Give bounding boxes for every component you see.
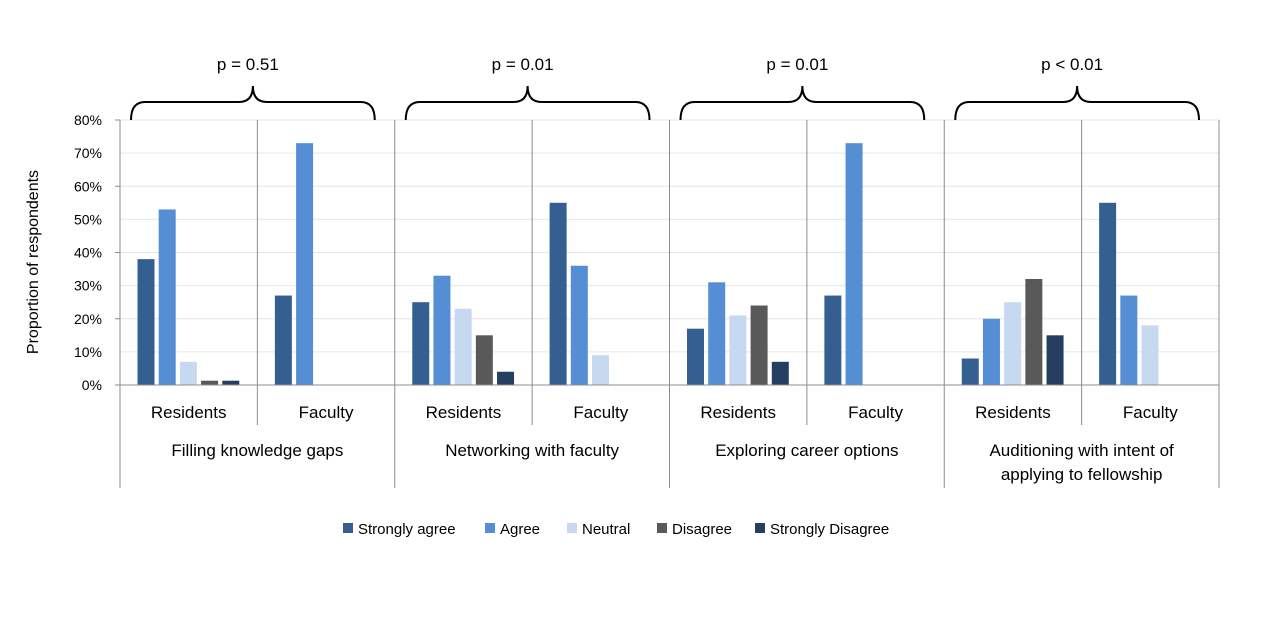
legend-swatch <box>485 523 495 533</box>
bar <box>824 295 842 385</box>
subgroup-label: Faculty <box>1123 403 1178 422</box>
bar <box>708 282 726 385</box>
subgroup-label: Faculty <box>299 403 354 422</box>
bar <box>845 143 863 385</box>
bar <box>475 335 493 385</box>
p-value-label: p = 0.51 <box>217 55 279 74</box>
y-tick-label: 60% <box>74 178 102 194</box>
y-tick-label: 50% <box>74 211 102 227</box>
bar <box>729 315 747 385</box>
axes <box>115 119 1220 488</box>
legend-label: Agree <box>500 521 540 538</box>
bar <box>179 361 197 385</box>
bar <box>1046 335 1064 385</box>
bar <box>296 143 314 385</box>
subgroup-label: Residents <box>151 403 227 422</box>
bar <box>687 328 704 385</box>
subgroup-label: Residents <box>975 403 1051 422</box>
bar <box>158 209 176 385</box>
y-tick-label: 10% <box>74 344 102 360</box>
legend-swatch <box>343 523 353 533</box>
legend-swatch <box>567 523 577 533</box>
bar <box>1004 302 1022 385</box>
y-tick-label: 0% <box>82 377 102 393</box>
significance-braces: p = 0.51 p = 0.01 p = 0.01 p < 0.01 <box>130 55 1200 121</box>
bar <box>274 295 292 385</box>
bar <box>961 358 979 385</box>
bar <box>549 202 567 385</box>
legend-label: Strongly Disagree <box>770 521 889 538</box>
subgroup-label: Residents <box>426 403 502 422</box>
bar <box>1099 202 1117 385</box>
y-tick-label: 70% <box>74 145 102 161</box>
p-value-label: p = 0.01 <box>492 55 554 74</box>
bar <box>771 361 789 385</box>
group-label: Filling knowledge gaps <box>171 441 343 460</box>
y-tick-label: 20% <box>74 311 102 327</box>
bar <box>592 355 610 385</box>
legend-swatch <box>755 523 765 533</box>
bar <box>1025 279 1043 385</box>
bar <box>570 265 588 385</box>
y-tick-label: 30% <box>74 278 102 294</box>
brace <box>130 85 376 121</box>
legend-label: Disagree <box>672 521 732 538</box>
bar <box>433 275 451 385</box>
group-label: Exploring career options <box>715 441 898 460</box>
brace <box>404 85 651 121</box>
subgroup-label: Faculty <box>848 403 903 422</box>
bar <box>137 259 155 385</box>
bar <box>750 305 768 385</box>
group-label: applying to fellowship <box>1001 465 1163 484</box>
brace <box>679 85 926 121</box>
group-label: Auditioning with intent of <box>989 441 1174 460</box>
subgroup-label: Faculty <box>573 403 628 422</box>
bar <box>1141 325 1159 385</box>
bar <box>454 308 472 385</box>
legend-label: Strongly agree <box>358 521 456 538</box>
y-tick-label: 40% <box>74 245 102 261</box>
subgroup-label: Residents <box>700 403 776 422</box>
bar <box>497 371 515 385</box>
y-tick-label: 80% <box>74 112 102 128</box>
group-label: Networking with faculty <box>445 441 619 460</box>
bar <box>201 380 219 385</box>
axis-labels: 0% 10% 20% 30% 40% 50% 60% 70% 80% Residents Facul… <box>74 112 1178 484</box>
p-value-label: p = 0.01 <box>766 55 828 74</box>
legend-label: Neutral <box>582 521 630 538</box>
legend: Strongly agree Agree Neutral Disagree Strong… <box>343 521 889 538</box>
bar <box>1120 295 1138 385</box>
bar <box>982 318 1000 385</box>
y-axis-title: Proportion of respondents <box>25 170 42 354</box>
bars <box>137 143 1159 385</box>
p-value-label: p < 0.01 <box>1041 55 1103 74</box>
bar <box>222 380 240 385</box>
legend-swatch <box>657 523 667 533</box>
brace <box>954 85 1200 121</box>
bar <box>412 302 430 385</box>
